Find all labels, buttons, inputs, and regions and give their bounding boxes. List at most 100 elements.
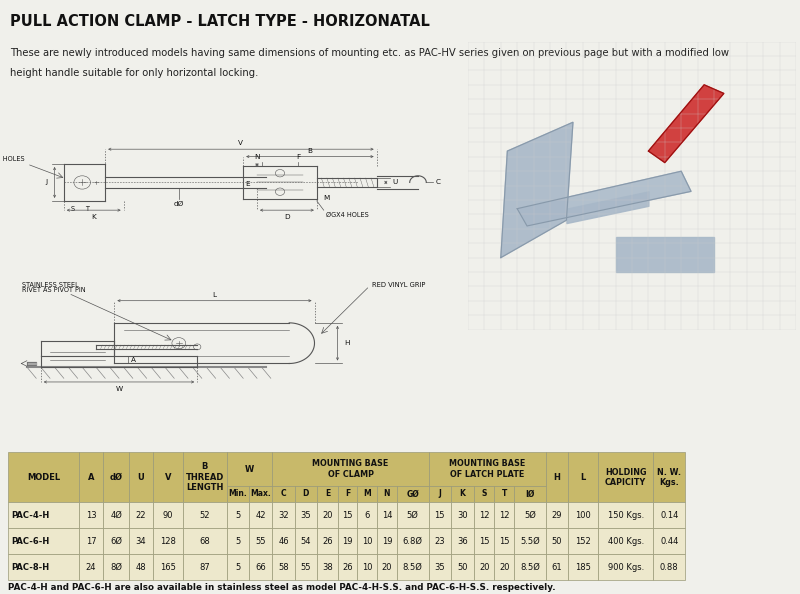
Bar bbox=[103, 502, 129, 528]
Text: 185: 185 bbox=[575, 563, 591, 572]
Bar bbox=[8, 554, 79, 580]
Bar bbox=[153, 453, 183, 502]
Bar bbox=[294, 486, 317, 502]
Bar bbox=[397, 528, 429, 554]
Text: Min.: Min. bbox=[228, 489, 247, 498]
Text: J: J bbox=[46, 179, 48, 185]
Polygon shape bbox=[615, 238, 714, 272]
Text: 15: 15 bbox=[499, 537, 510, 546]
Text: 38: 38 bbox=[322, 563, 333, 572]
Bar bbox=[450, 554, 474, 580]
Text: A: A bbox=[88, 473, 94, 482]
Bar bbox=[294, 528, 317, 554]
Bar bbox=[494, 486, 514, 502]
Text: IØ: IØ bbox=[526, 489, 534, 498]
Text: 6.8Ø: 6.8Ø bbox=[402, 537, 422, 546]
Bar bbox=[358, 486, 377, 502]
Text: D: D bbox=[284, 214, 290, 220]
Text: 26: 26 bbox=[322, 537, 333, 546]
Text: PAC-4-H: PAC-4-H bbox=[11, 510, 50, 520]
Text: 6: 6 bbox=[365, 510, 370, 520]
Text: 14: 14 bbox=[382, 510, 392, 520]
Bar bbox=[598, 554, 654, 580]
Bar bbox=[654, 554, 685, 580]
Text: V: V bbox=[165, 473, 171, 482]
Text: 20: 20 bbox=[499, 563, 510, 572]
Bar bbox=[338, 528, 358, 554]
Bar bbox=[494, 554, 514, 580]
Bar bbox=[249, 554, 273, 580]
Bar bbox=[397, 502, 429, 528]
Bar bbox=[153, 528, 183, 554]
Bar bbox=[153, 554, 183, 580]
Bar bbox=[429, 502, 450, 528]
Bar bbox=[129, 502, 153, 528]
Text: 29: 29 bbox=[551, 510, 562, 520]
Text: 900 Kgs.: 900 Kgs. bbox=[607, 563, 644, 572]
Text: Max.: Max. bbox=[250, 489, 271, 498]
Text: N: N bbox=[384, 489, 390, 498]
Bar bbox=[273, 528, 294, 554]
Text: 50: 50 bbox=[551, 537, 562, 546]
Bar bbox=[249, 486, 273, 502]
Text: A: A bbox=[130, 357, 135, 363]
Bar bbox=[474, 528, 494, 554]
Text: 128: 128 bbox=[160, 537, 176, 546]
Text: C: C bbox=[281, 489, 286, 498]
Bar bbox=[294, 554, 317, 580]
Text: RED VINYL GRIP: RED VINYL GRIP bbox=[372, 282, 426, 288]
Bar bbox=[103, 554, 129, 580]
Bar bbox=[79, 502, 103, 528]
Text: 15: 15 bbox=[434, 510, 445, 520]
Text: 58: 58 bbox=[278, 563, 289, 572]
Text: 52: 52 bbox=[199, 510, 210, 520]
Bar bbox=[546, 453, 568, 502]
Bar bbox=[273, 486, 294, 502]
Text: H: H bbox=[554, 473, 560, 482]
Bar bbox=[377, 528, 397, 554]
Bar bbox=[183, 554, 226, 580]
Text: dØ: dØ bbox=[110, 473, 122, 482]
Text: 55: 55 bbox=[301, 563, 311, 572]
Bar bbox=[429, 486, 450, 502]
Bar bbox=[598, 528, 654, 554]
Text: HOLDING
CAPICITY: HOLDING CAPICITY bbox=[605, 467, 646, 487]
Text: B
THREAD
LENGTH: B THREAD LENGTH bbox=[186, 462, 224, 492]
Text: E: E bbox=[246, 181, 250, 187]
Text: S: S bbox=[482, 489, 487, 498]
Bar bbox=[273, 502, 294, 528]
Bar bbox=[429, 528, 450, 554]
Text: 12: 12 bbox=[479, 510, 490, 520]
Text: C: C bbox=[435, 179, 441, 185]
Bar bbox=[546, 528, 568, 554]
Polygon shape bbox=[501, 122, 573, 258]
Text: 20: 20 bbox=[479, 563, 490, 572]
Text: 24: 24 bbox=[86, 563, 96, 572]
Text: B: B bbox=[307, 148, 312, 154]
Text: 8.5Ø: 8.5Ø bbox=[402, 563, 422, 572]
Bar bbox=[103, 453, 129, 502]
Text: 19: 19 bbox=[342, 537, 353, 546]
Text: GØ: GØ bbox=[406, 489, 419, 498]
Text: 5Ø: 5Ø bbox=[406, 510, 418, 520]
Text: K: K bbox=[460, 489, 466, 498]
Text: PAC-8-H: PAC-8-H bbox=[11, 563, 50, 572]
Bar bbox=[568, 502, 598, 528]
Text: 90: 90 bbox=[162, 510, 173, 520]
Bar bbox=[103, 528, 129, 554]
Bar bbox=[598, 453, 654, 502]
Text: 4Ø: 4Ø bbox=[110, 510, 122, 520]
Bar bbox=[654, 528, 685, 554]
Text: 8.5Ø: 8.5Ø bbox=[520, 563, 540, 572]
Text: 0.88: 0.88 bbox=[660, 563, 678, 572]
Text: 32: 32 bbox=[278, 510, 289, 520]
Bar bbox=[358, 528, 377, 554]
Bar bbox=[226, 486, 249, 502]
Bar bbox=[654, 502, 685, 528]
Bar bbox=[450, 528, 474, 554]
Text: 5: 5 bbox=[235, 510, 240, 520]
Bar bbox=[8, 502, 79, 528]
Bar bbox=[377, 486, 397, 502]
Text: 19: 19 bbox=[382, 537, 392, 546]
Polygon shape bbox=[517, 171, 691, 226]
